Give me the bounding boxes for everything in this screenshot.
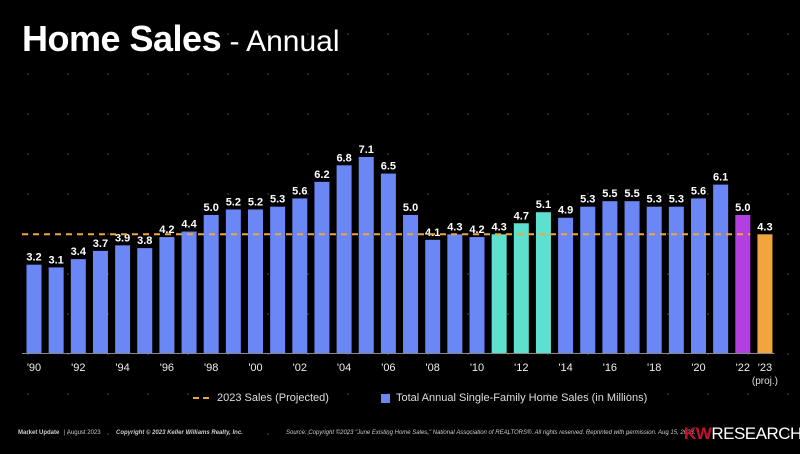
bar-2002 [292, 198, 308, 353]
legend-item-sales: Total Annual Single-Family Home Sales (i… [381, 392, 647, 404]
data-label-2007: 5.0 [403, 202, 418, 214]
data-label-2015: 5.3 [580, 194, 595, 206]
data-label-1992: 3.4 [71, 246, 87, 258]
dashed-line-swatch [193, 397, 209, 399]
data-label-2019: 5.3 [669, 194, 684, 206]
tick-label-2004: '04 [337, 362, 351, 374]
tick-label-1994: '94 [115, 362, 129, 374]
page-title: Home Sales - Annual [22, 18, 340, 59]
tick-label-2018: '18 [647, 362, 661, 374]
bar-2004 [336, 165, 352, 353]
data-label-2016: 5.5 [602, 188, 617, 200]
bar-1995 [137, 248, 153, 353]
bar-2018 [646, 206, 662, 353]
data-label-1998: 5.0 [204, 202, 219, 214]
bar-2014 [558, 217, 574, 353]
bar-2000 [248, 209, 263, 353]
bar-2023 [757, 234, 773, 353]
data-label-1997: 4.4 [181, 219, 197, 231]
bar-2009 [447, 234, 463, 353]
tick-label-1990: '90 [27, 362, 41, 374]
data-label-1990: 3.2 [26, 252, 41, 264]
data-label-2005: 7.1 [359, 144, 374, 156]
bar-1998 [203, 214, 219, 353]
bar-2022 [735, 214, 751, 353]
tick-label-2023: '23 [758, 362, 772, 374]
data-label-1995: 3.8 [137, 235, 152, 247]
data-label-2012: 4.7 [514, 210, 529, 222]
data-label-2000: 5.2 [248, 196, 263, 208]
bar-1997 [181, 231, 197, 353]
bar-2020 [691, 198, 706, 353]
data-label-2010: 4.2 [469, 224, 484, 236]
tick-label-2022: '22 [736, 362, 750, 374]
data-label-2001: 5.3 [270, 194, 285, 206]
data-label-1993: 3.7 [93, 238, 108, 250]
tick-label-2012: '12 [514, 362, 528, 374]
bar-1994 [115, 245, 131, 353]
data-label-1999: 5.2 [226, 196, 241, 208]
bar-2001 [270, 206, 286, 353]
bar-2016 [602, 201, 618, 353]
legend-item-projected: 2023 Sales (Projected) [193, 392, 329, 404]
bar-1993 [92, 250, 108, 353]
bar-2021 [713, 184, 729, 353]
tick-label-2010: '10 [470, 362, 484, 374]
data-label-2023: 4.3 [757, 221, 772, 233]
data-label-2008: 4.1 [425, 227, 440, 239]
tick-label-2020: '20 [691, 362, 705, 374]
tick-label-2002: '02 [293, 362, 307, 374]
bar-1999 [225, 209, 241, 353]
data-label-2017: 5.5 [624, 188, 639, 200]
data-label-2003: 6.2 [314, 169, 329, 181]
data-label-2013: 5.1 [536, 199, 551, 211]
bar-1996 [159, 237, 175, 353]
bar-2005 [358, 157, 374, 353]
bar-1991 [48, 267, 64, 353]
tick-label-2016: '16 [603, 362, 617, 374]
data-label-2014: 4.9 [558, 205, 573, 217]
bar-1990 [26, 264, 42, 353]
data-label-2002: 5.6 [292, 185, 307, 197]
data-label-2018: 5.3 [647, 194, 662, 206]
data-label-2021: 6.1 [713, 172, 728, 184]
data-label-2011: 4.3 [492, 221, 507, 233]
bar-2013 [535, 212, 551, 353]
data-label-1991: 3.1 [49, 254, 64, 266]
bar-2012 [513, 223, 529, 353]
bar-chart: 3.2 '90 3.1 3.4 '92 3.7 3.9 '94 3.8 4.2 '96 4.4 5.0 '… [22, 144, 778, 387]
bar-2008 [425, 239, 441, 353]
bar-2006 [380, 173, 396, 353]
data-label-2022: 5.0 [735, 202, 750, 214]
data-label-2004: 6.8 [336, 152, 351, 164]
bar-2019 [668, 206, 684, 353]
data-label-2020: 5.6 [691, 185, 706, 197]
data-label-1996: 4.2 [159, 224, 174, 236]
bar-2003 [314, 181, 330, 353]
tick-label-2014: '14 [558, 362, 572, 374]
tick-label-2008: '08 [426, 362, 440, 374]
blue-square-swatch [381, 393, 390, 403]
bar-2017 [624, 201, 640, 353]
tick-label-1998: '98 [204, 362, 218, 374]
bar-2011 [491, 234, 507, 353]
bar-2010 [469, 237, 485, 353]
tick-label-1992: '92 [71, 362, 85, 374]
tick-label-1996: '96 [160, 362, 174, 374]
bar-1992 [70, 259, 86, 353]
bar-2015 [580, 206, 596, 353]
tick-label-2006: '06 [381, 362, 395, 374]
data-label-2009: 4.3 [447, 221, 462, 233]
bar-2007 [403, 214, 419, 353]
data-label-2006: 6.5 [381, 161, 396, 173]
data-label-1994: 3.9 [115, 232, 130, 244]
kw-research-logo: KWRESEARCH [684, 424, 800, 443]
tick-sublabel-proj: (proj.) [752, 376, 778, 387]
tick-label-2000: '00 [248, 362, 262, 374]
